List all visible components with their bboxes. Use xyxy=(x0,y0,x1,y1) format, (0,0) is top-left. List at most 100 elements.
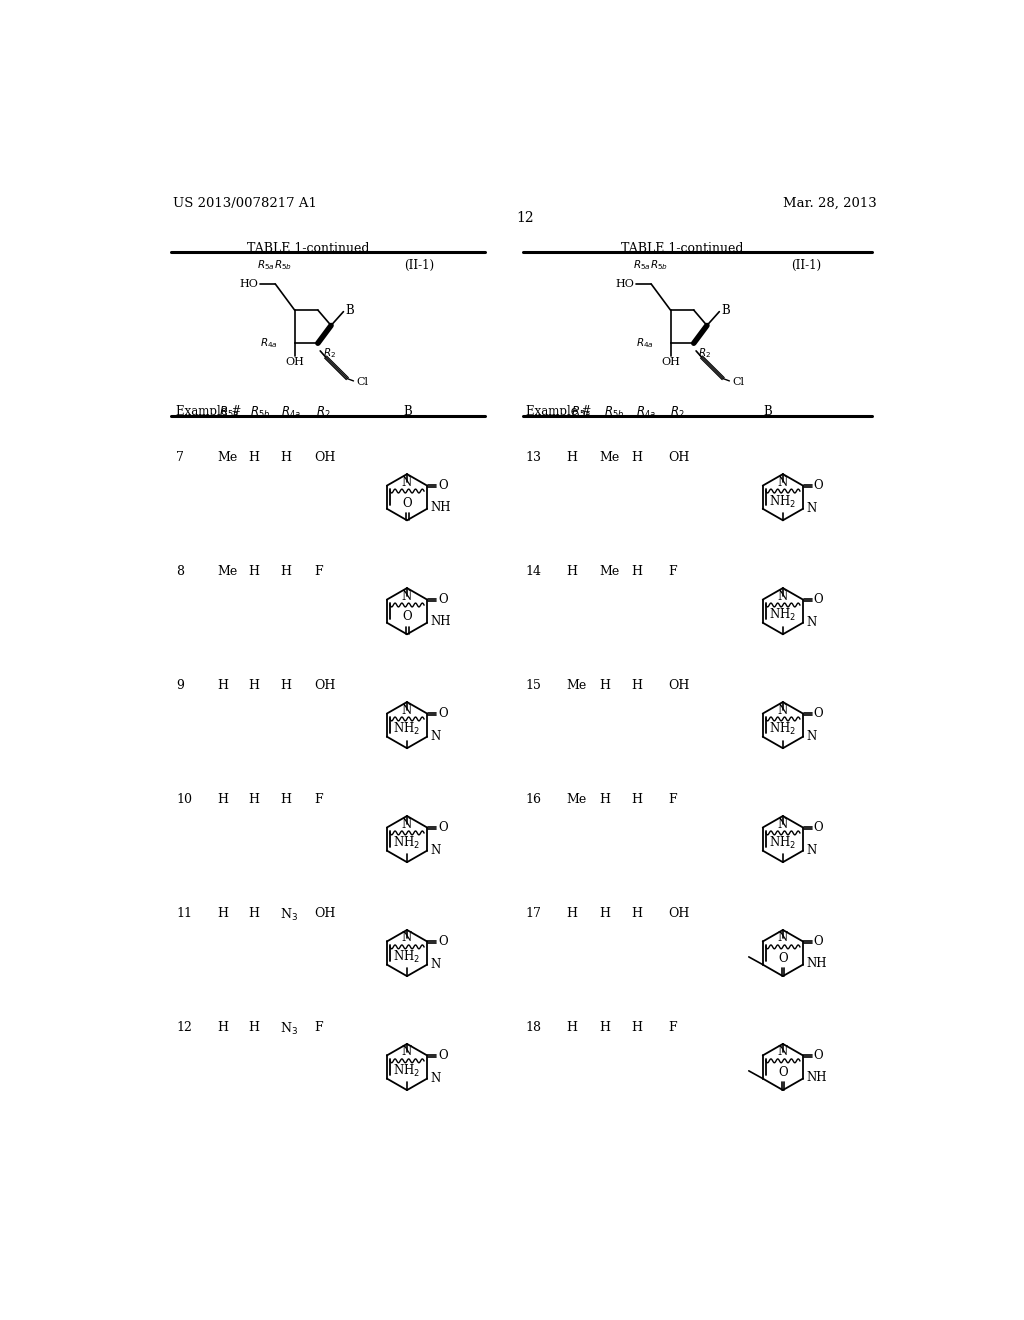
Text: N: N xyxy=(401,704,412,717)
Text: O: O xyxy=(402,496,412,510)
Text: $R_2$: $R_2$ xyxy=(671,405,685,420)
Text: O: O xyxy=(402,610,412,623)
Text: $R_{4a}$: $R_{4a}$ xyxy=(636,405,655,420)
Text: Mar. 28, 2013: Mar. 28, 2013 xyxy=(783,197,877,210)
Text: 13: 13 xyxy=(525,451,542,465)
Text: O: O xyxy=(438,479,447,492)
Text: F: F xyxy=(669,1020,677,1034)
Text: HO: HO xyxy=(615,279,634,289)
Text: H: H xyxy=(599,678,610,692)
Text: H: H xyxy=(566,451,578,465)
Text: O: O xyxy=(814,935,823,948)
Text: H: H xyxy=(248,1020,259,1034)
Text: 10: 10 xyxy=(176,793,193,807)
Text: OH: OH xyxy=(314,907,336,920)
Text: H: H xyxy=(280,793,291,807)
Text: N: N xyxy=(778,475,788,488)
Text: Me: Me xyxy=(599,451,620,465)
Text: NH$_2$: NH$_2$ xyxy=(769,836,797,851)
Text: H: H xyxy=(566,907,578,920)
Text: B: B xyxy=(403,405,412,418)
Text: $R_{5b}$: $R_{5b}$ xyxy=(650,257,668,272)
Text: NH: NH xyxy=(806,957,826,970)
Text: HO: HO xyxy=(240,279,258,289)
Text: H: H xyxy=(248,565,259,578)
Text: N: N xyxy=(430,1072,440,1085)
Text: N: N xyxy=(430,958,440,972)
Text: 12: 12 xyxy=(176,1020,191,1034)
Text: O: O xyxy=(438,593,447,606)
Text: N: N xyxy=(806,730,816,743)
Text: O: O xyxy=(814,821,823,834)
Text: $R_{4a}$: $R_{4a}$ xyxy=(282,405,301,420)
Text: H: H xyxy=(632,907,643,920)
Text: TABLE 1-continued: TABLE 1-continued xyxy=(621,242,743,255)
Text: OH: OH xyxy=(669,907,689,920)
Text: N: N xyxy=(401,475,412,488)
Text: O: O xyxy=(814,1049,823,1063)
Text: H: H xyxy=(217,678,228,692)
Text: $R_{5a}$: $R_{5a}$ xyxy=(571,405,591,420)
Text: B: B xyxy=(721,304,730,317)
Text: NH: NH xyxy=(430,615,451,628)
Text: $R_2$: $R_2$ xyxy=(698,346,712,360)
Text: H: H xyxy=(280,678,291,692)
Text: OH: OH xyxy=(669,678,689,692)
Text: 16: 16 xyxy=(525,793,542,807)
Text: O: O xyxy=(438,1049,447,1063)
Text: (II-1): (II-1) xyxy=(792,259,821,272)
Text: 14: 14 xyxy=(525,565,542,578)
Text: N: N xyxy=(778,932,788,945)
Text: O: O xyxy=(438,821,447,834)
Text: N: N xyxy=(806,502,816,515)
Text: H: H xyxy=(248,793,259,807)
Text: F: F xyxy=(314,793,323,807)
Text: N$_3$: N$_3$ xyxy=(280,1020,298,1038)
Text: $R_{5b}$: $R_{5b}$ xyxy=(251,405,270,420)
Text: O: O xyxy=(438,708,447,721)
Text: $R_{5b}$: $R_{5b}$ xyxy=(274,257,292,272)
Text: 17: 17 xyxy=(525,907,542,920)
Text: N: N xyxy=(778,704,788,717)
Text: N: N xyxy=(430,843,440,857)
Text: Example #: Example # xyxy=(176,405,242,418)
Text: Example #: Example # xyxy=(525,405,591,418)
Text: B: B xyxy=(345,304,353,317)
Text: NH$_2$: NH$_2$ xyxy=(393,949,421,965)
Text: $R_2$: $R_2$ xyxy=(323,346,336,360)
Text: TABLE 1-continued: TABLE 1-continued xyxy=(247,242,369,255)
Text: O: O xyxy=(778,1067,787,1080)
Text: NH$_2$: NH$_2$ xyxy=(769,721,797,738)
Text: N: N xyxy=(401,817,412,830)
Text: O: O xyxy=(814,593,823,606)
Text: N: N xyxy=(806,843,816,857)
Text: OH: OH xyxy=(314,451,336,465)
Text: $R_2$: $R_2$ xyxy=(316,405,331,420)
Text: 7: 7 xyxy=(176,451,184,465)
Text: NH$_2$: NH$_2$ xyxy=(393,721,421,738)
Text: NH$_2$: NH$_2$ xyxy=(393,1063,421,1080)
Text: N: N xyxy=(806,616,816,630)
Text: N: N xyxy=(401,1045,412,1059)
Text: Cl: Cl xyxy=(732,376,744,387)
Text: NH: NH xyxy=(430,500,451,513)
Text: N: N xyxy=(430,730,440,743)
Text: NH$_2$: NH$_2$ xyxy=(393,836,421,851)
Text: H: H xyxy=(632,793,643,807)
Text: H: H xyxy=(599,1020,610,1034)
Text: H: H xyxy=(217,1020,228,1034)
Text: OH: OH xyxy=(669,451,689,465)
Text: NH$_2$: NH$_2$ xyxy=(769,607,797,623)
Text: Me: Me xyxy=(217,451,238,465)
Text: N: N xyxy=(401,590,412,603)
Text: $R_{5a}$: $R_{5a}$ xyxy=(633,257,650,272)
Text: Me: Me xyxy=(599,565,620,578)
Text: H: H xyxy=(217,907,228,920)
Text: O: O xyxy=(778,952,787,965)
Text: OH: OH xyxy=(286,358,304,367)
Text: H: H xyxy=(632,451,643,465)
Text: 12: 12 xyxy=(516,211,534,224)
Text: 11: 11 xyxy=(176,907,193,920)
Text: N$_3$: N$_3$ xyxy=(280,907,298,923)
Text: B: B xyxy=(764,405,772,418)
